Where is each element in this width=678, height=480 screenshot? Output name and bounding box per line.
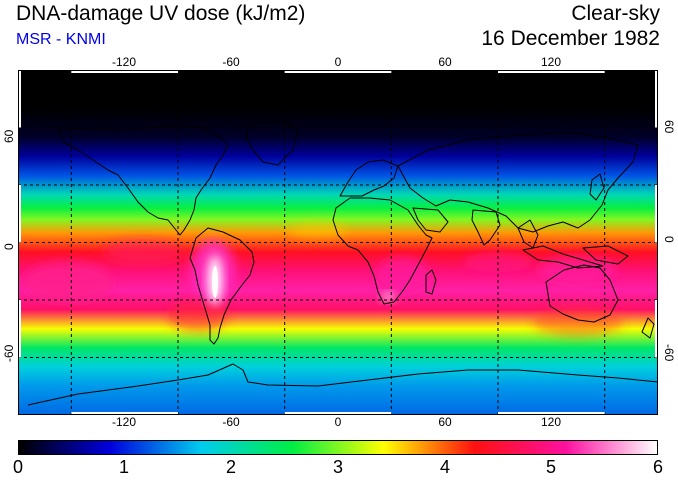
coastline-new-zealand: [641, 317, 655, 339]
lat-tick-right: 0: [662, 236, 676, 243]
colorbar-label: 3: [332, 457, 344, 477]
coastline-antarctica: [27, 363, 658, 406]
lon-tick-bottom: -120: [111, 415, 137, 429]
map-frame: [18, 70, 658, 415]
graticule: [18, 70, 658, 415]
colorbar-label: 0: [12, 457, 24, 477]
lon-tick-top: -60: [222, 55, 240, 69]
source-label: MSR - KNMI: [16, 31, 106, 48]
sky-condition: Clear-sky: [571, 2, 660, 25]
lon-tick-top: 120: [540, 55, 562, 69]
lat-tick-right: -60: [662, 344, 676, 362]
lat-tick-left: 60: [2, 129, 16, 143]
uv-dose-map: [18, 70, 658, 415]
lon-tick-bottom: 0: [334, 415, 342, 429]
coastline-indonesia: [522, 245, 604, 269]
coastlines: [27, 119, 658, 406]
colorbar: [18, 440, 658, 455]
coastline-greenland: [245, 119, 299, 166]
coastline-japan: [589, 173, 605, 201]
colorbar-label: 2: [225, 457, 237, 477]
coastline-asia: [397, 131, 639, 233]
coastline-arabia: [412, 207, 449, 233]
lat-tick-right: 60: [662, 120, 676, 134]
colorbar-label: 6: [652, 457, 664, 477]
lat-tick-left: 0: [2, 243, 16, 250]
lon-tick-top: 0: [334, 55, 342, 69]
lon-tick-top: 60: [438, 55, 452, 69]
coastline-new-guinea: [582, 245, 629, 265]
peak-andes-core: [212, 266, 218, 298]
coastline-madagascar: [425, 269, 437, 295]
coastline-se-asia: [517, 219, 539, 249]
coastline-australia: [545, 264, 619, 323]
lon-tick-bottom: 120: [540, 415, 562, 429]
colorbar-label: 5: [545, 457, 557, 477]
date-label: 16 December 1982: [481, 27, 660, 50]
coastline-north-america: [57, 124, 229, 236]
colorbar-label: 1: [118, 457, 130, 477]
lon-tick-top: -120: [111, 55, 137, 69]
frame-ticks: [18, 70, 658, 415]
colorbar-label: 4: [439, 457, 451, 477]
lon-tick-bottom: 60: [438, 415, 452, 429]
lat-tick-left: -60: [2, 344, 16, 362]
regional-variation: [23, 222, 623, 336]
lon-tick-bottom: -60: [222, 415, 240, 429]
chart-title: DNA-damage UV dose (kJ/m2): [16, 2, 306, 25]
coastline-africa: [332, 197, 433, 305]
